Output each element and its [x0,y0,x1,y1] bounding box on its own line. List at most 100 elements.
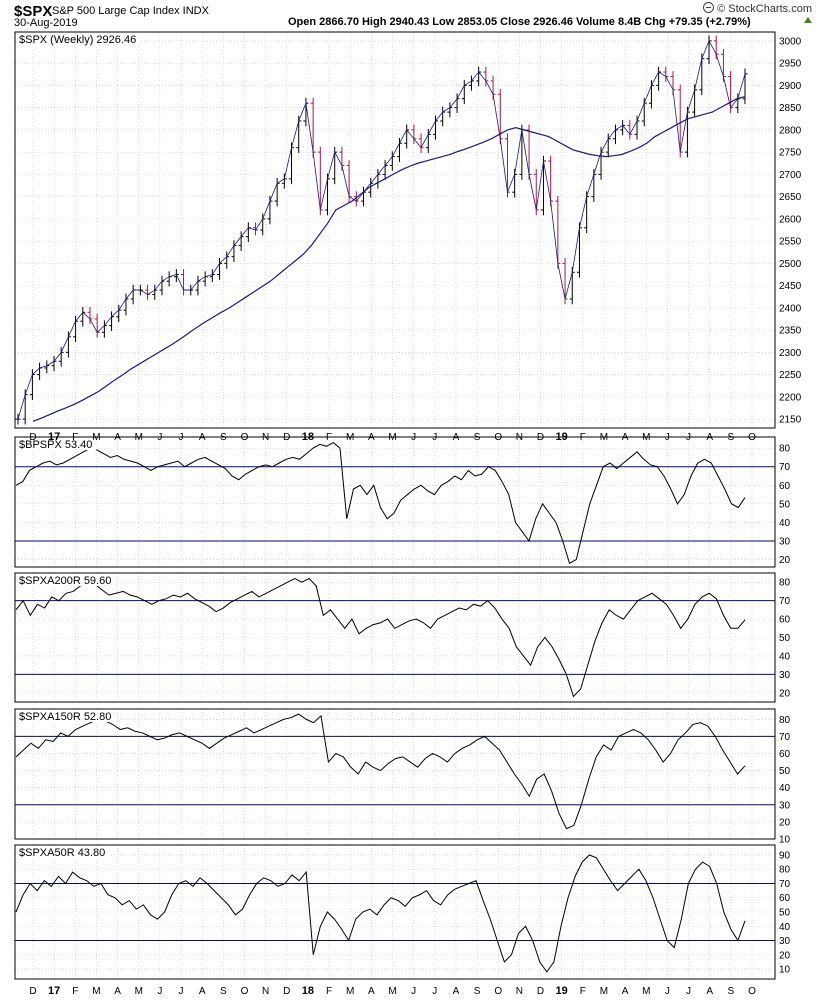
y-tick-label: 80 [779,578,791,589]
y-tick-label: 60 [779,749,791,760]
y-tick-label: 60 [779,481,791,492]
y-tick-label: 3000 [779,36,802,47]
y-tick-label: 2400 [779,303,802,314]
panel-title: $SPXA150R 52.80 [19,711,111,723]
y-tick-label: 30 [779,670,791,681]
x-tick-label: M [135,986,143,997]
panel-title: $SPX (Weekly) 2926.46 [19,34,136,46]
x-tick-label: J [411,432,416,443]
y-tick-label: 2550 [779,237,802,248]
x-tick-label: A [114,986,121,997]
x-tick-label: J [686,432,691,443]
x-tick-label: D [537,986,544,997]
price-close-line [17,39,746,420]
x-tick-label: F [72,432,78,443]
x-tick-label: J [157,432,162,443]
x-tick-label: A [368,986,375,997]
panel-title: $BPSPX 53.40 [19,439,92,451]
chart-panel-4: 10 20 30 40 50 60 70 80 90 $SPXA50R 43.80 [14,844,791,980]
y-tick-label: 70 [779,596,791,607]
x-tick-label: D [537,432,544,443]
x-tick-label: 18 [302,985,314,997]
y-tick-label: 30 [779,936,791,947]
x-tick-label: 18 [302,431,314,443]
y-tick-label: 2950 [779,59,802,70]
y-tick-label: 90 [779,850,791,861]
x-tick-label: O [241,432,249,443]
x-tick-label: J [432,432,437,443]
indicator-line [15,577,746,698]
panel-label-bg [17,711,116,722]
x-tick-label: S [474,432,481,443]
x-tick-label: J [179,986,184,997]
y-tick-label: 70 [779,732,791,743]
y-tick-label: 40 [779,651,791,662]
x-tick-label: A [199,986,206,997]
y-tick-label: 70 [779,462,791,473]
y-tick-label: 2300 [779,348,802,359]
y-tick-label: 2650 [779,192,802,203]
credit-text: © StockCharts.com [717,3,812,15]
x-tick-label: M [92,986,100,997]
y-tick-label: 2250 [779,370,802,381]
y-tick-label: 50 [779,499,791,510]
y-tick-label: 20 [779,950,791,961]
panel-frame [14,844,776,980]
x-tick-label: J [411,986,416,997]
x-tick-label: A [368,432,375,443]
x-tick-label: D [29,432,36,443]
chart-instrument-name: S&P 500 Large Cap Index INDX [52,5,209,17]
chart-symbol: $SPX [14,3,53,20]
x-tick-label: O [748,986,756,997]
y-tick-label: 2850 [779,103,802,114]
y-tick-label: 30 [779,800,791,811]
x-tick-label: S [728,432,735,443]
x-tick-label: A [622,986,629,997]
x-tick-label: N [516,432,523,443]
x-tick-label: F [580,432,586,443]
chart-date: 30-Aug-2019 [14,17,78,29]
y-tick-label: 80 [779,715,791,726]
x-tick-label: M [346,432,354,443]
y-tick-label: 2800 [779,125,802,136]
x-tick-label: F [326,432,332,443]
x-tick-label: A [453,432,460,443]
chart-panel-3: 10 20 30 40 50 60 70 80 $SPXA150R 52.80 [14,708,791,846]
stockcharts-credit[interactable]: © StockCharts.com [703,2,812,15]
x-tick-label: J [686,986,691,997]
x-tick-label: O [494,432,502,443]
x-tick-label: M [346,986,354,997]
y-tick-label: 40 [779,518,791,529]
panel-label-bg [17,439,97,450]
triangle-up-icon[interactable] [804,17,812,23]
x-tick-label: M [600,432,608,443]
y-tick-label: 20 [779,688,791,699]
x-tick-label: J [665,432,670,443]
y-tick-label: 50 [779,766,791,777]
panel-frame [14,436,776,568]
x-tick-label: J [665,986,670,997]
x-tick-label: 17 [48,431,60,443]
x-tick-label: M [135,432,143,443]
x-tick-label: F [580,986,586,997]
y-tick-label: 2600 [779,214,802,225]
y-tick-label: 2450 [779,281,802,292]
chart-panel-1: 20 30 40 50 60 70 80 $BPSPX 53.40 [14,436,791,568]
y-tick-label: 60 [779,615,791,626]
y-tick-label: 2200 [779,392,802,403]
chart-panel-0: 2150 2200 2250 2300 2350 2400 2450 2500 2550 2600… [14,31,802,429]
y-tick-label: 2900 [779,81,802,92]
x-tick-label: D [283,986,290,997]
y-tick-label: 2150 [779,415,802,426]
y-tick-label: 2500 [779,259,802,270]
panel-frame [14,31,776,429]
x-tick-label: N [262,986,269,997]
y-tick-label: 80 [779,444,791,455]
x-tick-label: A [706,432,713,443]
x-tick-label: 19 [556,431,568,443]
x-tick-label: A [706,986,713,997]
x-tick-label: O [748,432,756,443]
x-tick-label: A [114,432,121,443]
y-tick-label: 2700 [779,170,802,181]
x-tick-label: J [157,986,162,997]
